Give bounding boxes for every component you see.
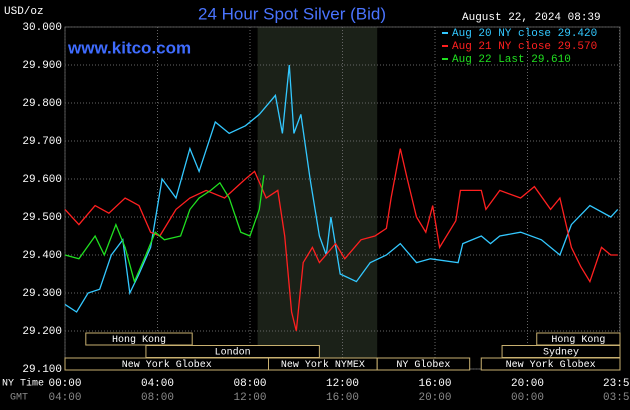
session-label: Sydney: [543, 347, 579, 359]
y-tick-label: 30.000: [22, 22, 62, 34]
session-box: [85, 332, 193, 346]
y-tick-label: 29.900: [22, 60, 62, 72]
series-line: [64, 64, 619, 313]
x-tick-label: 08:00: [233, 378, 266, 390]
session-label: Hong Kong: [112, 335, 166, 346]
y-tick-label: 29.700: [22, 136, 62, 148]
chart-title: 24 Hour Spot Silver (Bid): [198, 4, 386, 23]
y-tick-label: 29.600: [22, 174, 62, 186]
x-tick-label: 00:00: [48, 378, 81, 390]
series-line: [64, 148, 618, 332]
x-tick-label: 16:00: [418, 378, 451, 390]
session-label: New York Globex: [122, 359, 212, 371]
session-label: New York Globex: [506, 359, 596, 371]
session-label: Hong Kong: [551, 335, 605, 346]
y-tick-label: 29.100: [22, 364, 62, 376]
x2-tick-label: 04:00: [48, 392, 81, 404]
legend-label: Aug 20 NY close 29.420: [452, 28, 597, 40]
x-tick-label: 12:00: [326, 378, 359, 390]
x2-tick-label: 03:59: [603, 392, 630, 404]
session-label: New York NYMEX: [281, 359, 365, 371]
x2-tick-label: 16:00: [326, 392, 359, 404]
x-tick-label: 04:00: [141, 378, 174, 390]
x-tick-label: 23:59: [603, 378, 630, 390]
y-tick-label: 29.300: [22, 288, 62, 300]
x2-tick-label: 08:00: [141, 392, 174, 404]
y-tick-label: 29.800: [22, 98, 62, 110]
session-label: London: [215, 347, 251, 359]
watermark: www.kitco.com: [67, 38, 191, 57]
x-tick-label: 20:00: [511, 378, 544, 390]
highlight-band: [257, 27, 378, 369]
series-line: [64, 175, 265, 284]
unit-label: USD/oz: [4, 6, 44, 18]
x-axis-label: NY Time: [2, 378, 44, 390]
session-label: NY Globex: [396, 359, 450, 371]
x2-axis-label: GMT: [10, 393, 28, 404]
session-box: [480, 357, 621, 371]
legend-label: Aug 22 Last 29.610: [452, 54, 571, 66]
y-tick-label: 29.400: [22, 250, 62, 262]
session-box: [376, 357, 471, 371]
x2-tick-label: 12:00: [233, 392, 266, 404]
x2-tick-label: 00:00: [511, 392, 544, 404]
y-tick-label: 29.500: [22, 212, 62, 224]
y-tick-label: 29.200: [22, 326, 62, 338]
timestamp: August 22, 2024 08:39: [462, 12, 601, 24]
x2-tick-label: 20:00: [418, 392, 451, 404]
legend-label: Aug 21 NY close 29.570: [452, 41, 597, 53]
